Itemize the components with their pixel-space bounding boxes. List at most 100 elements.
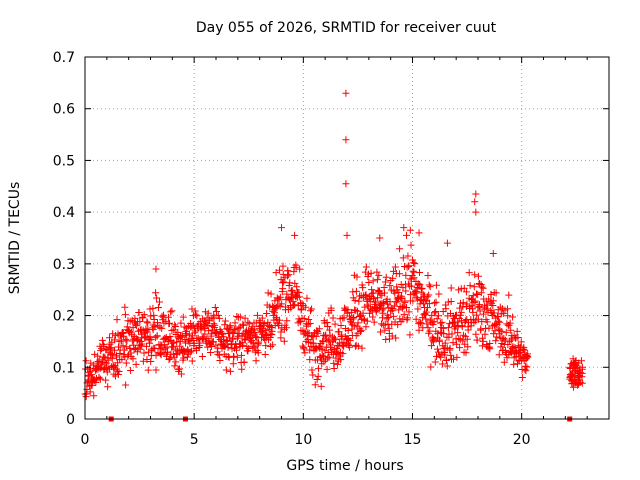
data-point bbox=[520, 346, 528, 354]
x-tick-label: 5 bbox=[190, 432, 199, 448]
data-point bbox=[399, 254, 407, 262]
data-point bbox=[180, 354, 188, 362]
data-point bbox=[443, 356, 451, 364]
data-point bbox=[355, 297, 363, 305]
data-point bbox=[300, 345, 308, 353]
data-point bbox=[574, 369, 582, 377]
data-point bbox=[447, 298, 455, 306]
data-point bbox=[500, 334, 508, 342]
data-point bbox=[337, 322, 345, 330]
data-point bbox=[462, 288, 470, 296]
data-point bbox=[578, 363, 586, 371]
data-point bbox=[506, 338, 514, 346]
data-point bbox=[151, 323, 159, 331]
data-point bbox=[382, 336, 390, 344]
data-point bbox=[144, 319, 152, 327]
data-point bbox=[264, 318, 272, 326]
data-point bbox=[296, 265, 304, 273]
data-point bbox=[303, 294, 311, 302]
data-point bbox=[502, 328, 510, 336]
data-point bbox=[133, 322, 141, 330]
y-tick-label: 0 bbox=[66, 412, 75, 428]
data-point bbox=[569, 372, 577, 380]
data-point bbox=[456, 311, 464, 319]
data-point bbox=[144, 366, 152, 374]
data-point bbox=[434, 348, 442, 356]
data-point bbox=[464, 326, 472, 334]
data-point bbox=[392, 334, 400, 342]
data-point bbox=[109, 351, 117, 359]
data-point bbox=[152, 265, 160, 273]
data-point bbox=[210, 313, 218, 321]
data-point bbox=[330, 364, 338, 372]
data-point bbox=[278, 224, 285, 232]
data-point bbox=[115, 368, 123, 376]
data-point bbox=[283, 290, 291, 298]
data-point bbox=[317, 382, 325, 390]
data-point bbox=[483, 305, 491, 313]
data-point bbox=[280, 337, 288, 345]
data-point bbox=[405, 308, 413, 316]
data-point bbox=[248, 332, 256, 340]
data-point bbox=[439, 360, 447, 368]
data-point bbox=[459, 299, 467, 307]
data-point bbox=[231, 319, 239, 327]
x-tick-label: 0 bbox=[81, 432, 90, 448]
data-point bbox=[172, 358, 180, 366]
data-point bbox=[261, 327, 269, 335]
data-point bbox=[267, 290, 275, 298]
data-point bbox=[470, 319, 478, 327]
data-point bbox=[492, 337, 500, 345]
data-point bbox=[283, 317, 291, 325]
data-point bbox=[289, 298, 297, 306]
data-point bbox=[149, 304, 157, 312]
data-point bbox=[215, 314, 223, 322]
data-point bbox=[483, 318, 491, 326]
data-point bbox=[509, 313, 517, 321]
data-point bbox=[423, 320, 431, 328]
data-point bbox=[500, 358, 508, 366]
data-point bbox=[362, 291, 370, 299]
data-point bbox=[440, 330, 448, 338]
data-point bbox=[431, 299, 439, 307]
data-point bbox=[252, 357, 260, 365]
data-point bbox=[263, 310, 271, 318]
data-point bbox=[191, 307, 199, 315]
data-point bbox=[365, 278, 373, 286]
data-point bbox=[251, 348, 259, 356]
data-point bbox=[321, 332, 329, 340]
data-point bbox=[436, 319, 444, 327]
data-point bbox=[352, 287, 360, 295]
data-point bbox=[251, 343, 259, 351]
y-tick-label: 0.5 bbox=[53, 153, 75, 169]
data-point bbox=[157, 351, 165, 359]
data-point bbox=[432, 298, 440, 306]
data-point bbox=[166, 332, 174, 340]
data-point bbox=[573, 362, 581, 370]
data-point bbox=[202, 320, 210, 328]
data-point bbox=[405, 262, 413, 270]
data-point bbox=[221, 317, 229, 325]
data-point bbox=[490, 309, 498, 317]
data-point bbox=[415, 229, 423, 237]
data-point bbox=[464, 343, 472, 351]
data-point bbox=[158, 324, 166, 332]
data-point bbox=[232, 325, 240, 333]
data-point bbox=[517, 338, 525, 346]
data-point bbox=[478, 334, 486, 342]
data-point bbox=[495, 351, 503, 359]
data-point bbox=[407, 282, 415, 290]
data-point bbox=[434, 312, 442, 320]
data-point bbox=[393, 283, 401, 291]
data-point bbox=[424, 271, 432, 279]
data-point bbox=[297, 305, 305, 313]
data-point bbox=[296, 318, 304, 326]
y-tick-label: 0.1 bbox=[53, 360, 75, 376]
data-point bbox=[129, 355, 137, 363]
data-point bbox=[177, 370, 185, 378]
data-point bbox=[253, 311, 261, 319]
data-point bbox=[510, 360, 518, 368]
data-point bbox=[366, 297, 374, 305]
data-point bbox=[489, 297, 497, 305]
